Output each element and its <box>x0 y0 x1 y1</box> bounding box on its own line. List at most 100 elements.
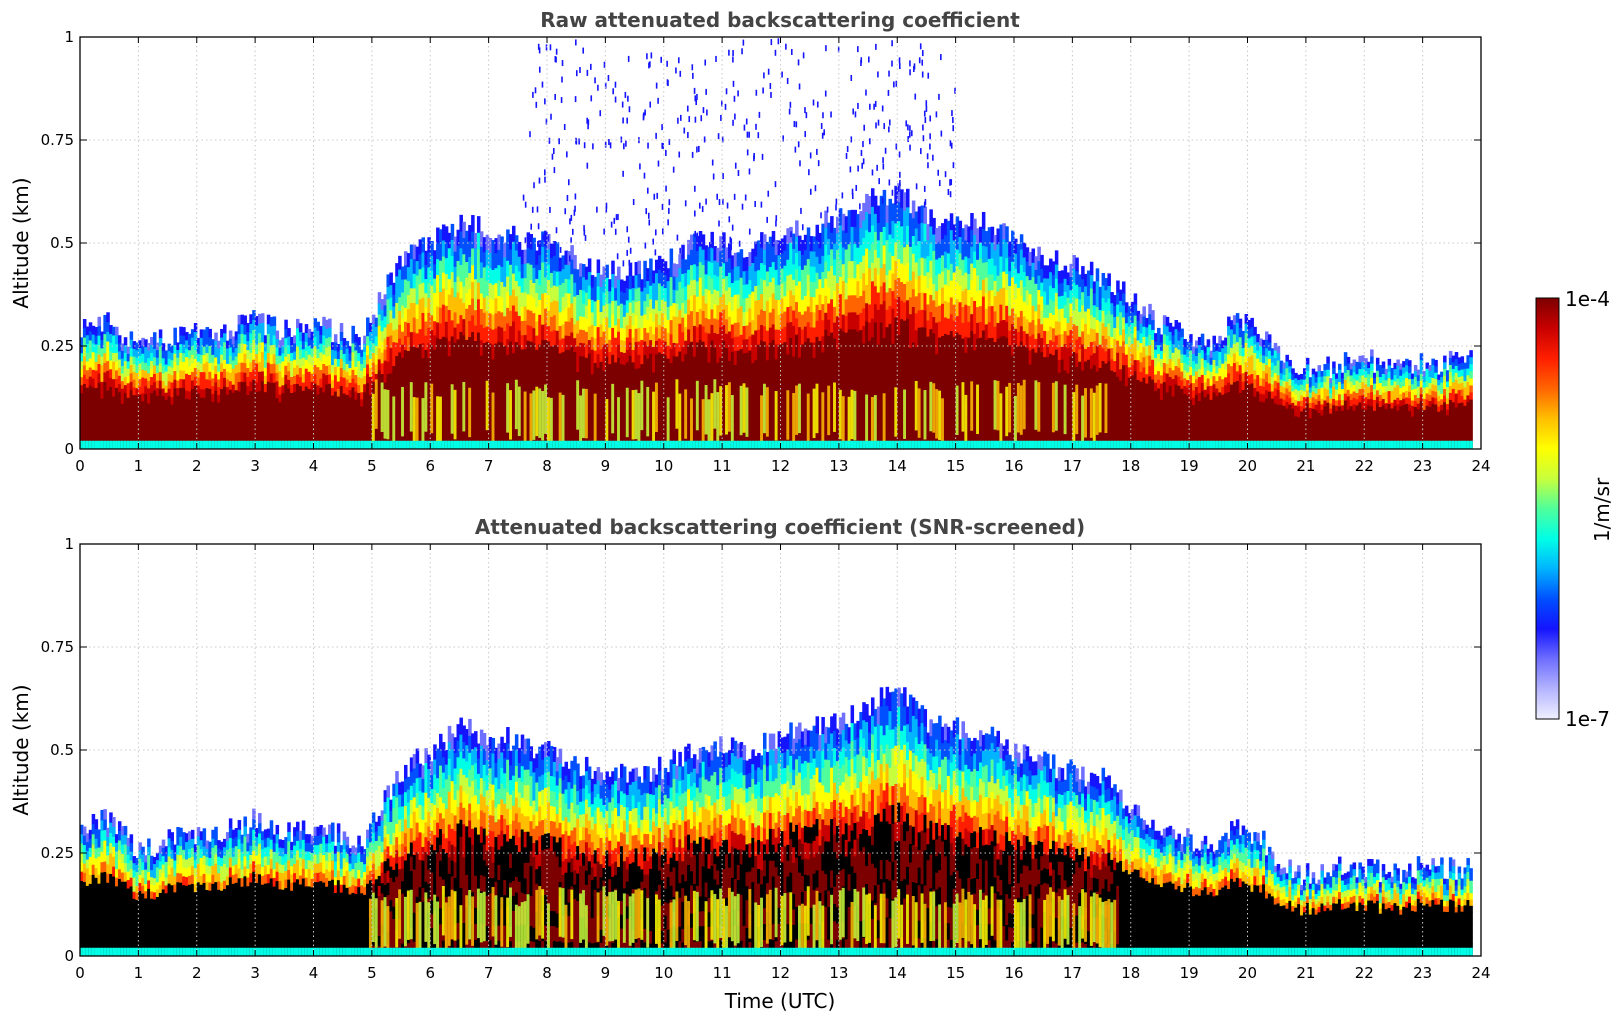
heatmap-cell <box>447 387 452 404</box>
heatmap-cell <box>482 403 487 420</box>
heatmap-cell <box>88 412 93 423</box>
heatmap-cell <box>599 299 604 313</box>
heatmap-cell <box>646 281 650 295</box>
heatmap-cell <box>436 227 440 244</box>
heatmap-column <box>333 334 338 449</box>
heatmap-cell <box>266 420 271 431</box>
heatmap-cell <box>298 350 303 360</box>
heatmap-cell <box>193 431 198 441</box>
heatmap-cell <box>631 390 636 440</box>
heatmap-cell <box>173 327 177 337</box>
heatmap-cell <box>307 414 312 424</box>
heatmap-cell <box>602 344 606 359</box>
heatmap-cell <box>538 314 542 331</box>
heatmap-cell <box>511 241 516 259</box>
heatmap-cell <box>141 361 145 371</box>
heatmap-cell <box>316 367 320 377</box>
heatmap-cell <box>500 236 504 253</box>
heatmap-cell <box>91 405 96 415</box>
heatmap-cell <box>619 315 624 329</box>
heatmap-cell <box>374 373 379 384</box>
heatmap-cell <box>88 349 93 359</box>
heatmap-cell <box>85 326 90 336</box>
heatmap-cell <box>211 354 215 364</box>
heatmap-cell <box>643 287 647 302</box>
heatmap-cell <box>640 440 644 449</box>
heatmap-cell <box>88 403 93 414</box>
heatmap-cell <box>272 430 277 441</box>
heatmap-cell <box>459 365 463 383</box>
heatmap-cell <box>406 295 411 310</box>
heatmap-cell <box>272 401 277 412</box>
heatmap-cell <box>552 440 557 449</box>
heatmap-cell <box>182 388 186 398</box>
heatmap-cell <box>436 440 440 449</box>
heatmap-cell <box>263 392 268 401</box>
heatmap-cell <box>547 264 551 281</box>
heatmap-cell <box>441 368 446 386</box>
heatmap-cell <box>272 373 277 384</box>
heatmap-cell <box>331 395 335 404</box>
heatmap-cell <box>453 389 458 440</box>
heatmap-cell <box>255 401 259 412</box>
heatmap-cell <box>587 285 592 300</box>
heatmap-cell <box>608 315 612 329</box>
heatmap-cell <box>602 422 606 437</box>
heatmap-cell <box>619 352 624 365</box>
heatmap-cell <box>646 332 650 347</box>
heatmap-cell <box>520 440 525 449</box>
heatmap-cell <box>91 334 96 344</box>
heatmap-cell <box>366 364 370 375</box>
heatmap-cell <box>506 440 510 449</box>
heatmap-cell <box>319 361 323 371</box>
heatmap-cell <box>602 357 606 372</box>
heatmap-cell <box>129 348 134 358</box>
heatmap-cell <box>401 386 405 437</box>
heatmap-cell <box>313 336 318 347</box>
heatmap-cell <box>173 414 177 424</box>
heatmap-cell <box>690 372 694 389</box>
heatmap-cell <box>333 399 338 409</box>
heatmap-cell <box>692 310 697 327</box>
heatmap-cell <box>307 363 312 373</box>
heatmap-cell <box>164 413 169 422</box>
heatmap-cell <box>587 421 592 436</box>
heatmap-cell <box>202 329 207 339</box>
heatmap-cell <box>646 319 650 334</box>
heatmap-cell <box>657 311 662 326</box>
heatmap-cell <box>479 293 484 310</box>
heatmap-cell <box>328 440 332 449</box>
heatmap-cell <box>158 406 163 416</box>
heatmap-cell <box>249 372 253 383</box>
heatmap-cell <box>424 321 428 337</box>
heatmap-cell <box>85 361 90 371</box>
heatmap-cell <box>579 316 583 331</box>
heatmap-cell <box>439 386 443 403</box>
heatmap-cell <box>418 359 423 375</box>
heatmap-cell <box>503 301 507 317</box>
heatmap-cell <box>643 440 647 449</box>
heatmap-cell <box>275 355 280 365</box>
heatmap-cell <box>147 388 151 397</box>
heatmap-cell <box>164 420 169 429</box>
heatmap-column <box>652 270 656 449</box>
heatmap-cell <box>517 330 522 346</box>
heatmap-cell <box>640 291 644 305</box>
heatmap-cell <box>170 412 174 420</box>
heatmap-cell <box>520 292 525 308</box>
heatmap-cell <box>634 389 639 440</box>
heatmap-cell <box>196 337 201 347</box>
heatmap-cell <box>923 206 928 225</box>
heatmap-cell <box>117 392 122 401</box>
heatmap-column <box>357 337 361 449</box>
heatmap-cell <box>675 316 679 331</box>
heatmap-cell <box>476 332 481 350</box>
heatmap-cell <box>576 320 580 335</box>
heatmap-cell <box>310 331 315 341</box>
heatmap-cell <box>482 237 487 253</box>
heatmap-cell <box>573 365 577 381</box>
heatmap-cell <box>503 242 507 258</box>
heatmap-cell <box>538 440 542 449</box>
heatmap-cell <box>150 393 154 402</box>
heatmap-cell <box>485 295 490 312</box>
